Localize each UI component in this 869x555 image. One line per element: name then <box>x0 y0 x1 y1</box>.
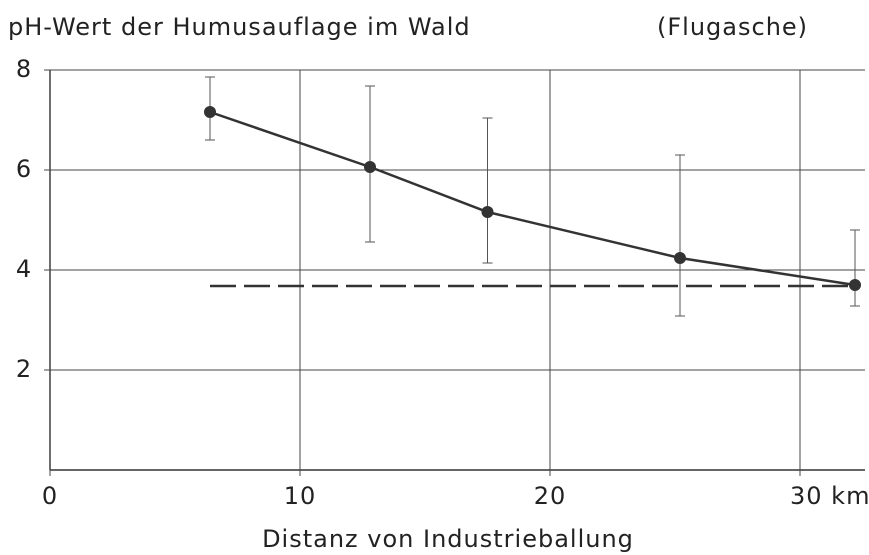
x-tick-label: 10 <box>284 482 317 510</box>
data-point <box>481 206 494 218</box>
x-tick-label: 0 <box>42 482 58 510</box>
x-tick-label: 30 km <box>790 482 869 510</box>
y-tick-label: 2 <box>16 355 32 383</box>
y-tick-label: 8 <box>16 55 32 83</box>
x-tick-label: 20 <box>534 482 567 510</box>
data-line <box>209 110 856 287</box>
x-axis-label: Distanz von Industrieballung <box>262 525 634 553</box>
data-point <box>849 279 861 291</box>
data-point <box>674 252 686 264</box>
chart-title: pH-Wert der Humusauflage im Wald <box>8 13 471 41</box>
data-point <box>204 106 216 118</box>
chart-subtitle: (Flugasche) <box>657 13 808 41</box>
y-tick-label: 6 <box>16 155 32 183</box>
data-point <box>364 161 376 173</box>
y-tick-label: 4 <box>16 255 32 283</box>
